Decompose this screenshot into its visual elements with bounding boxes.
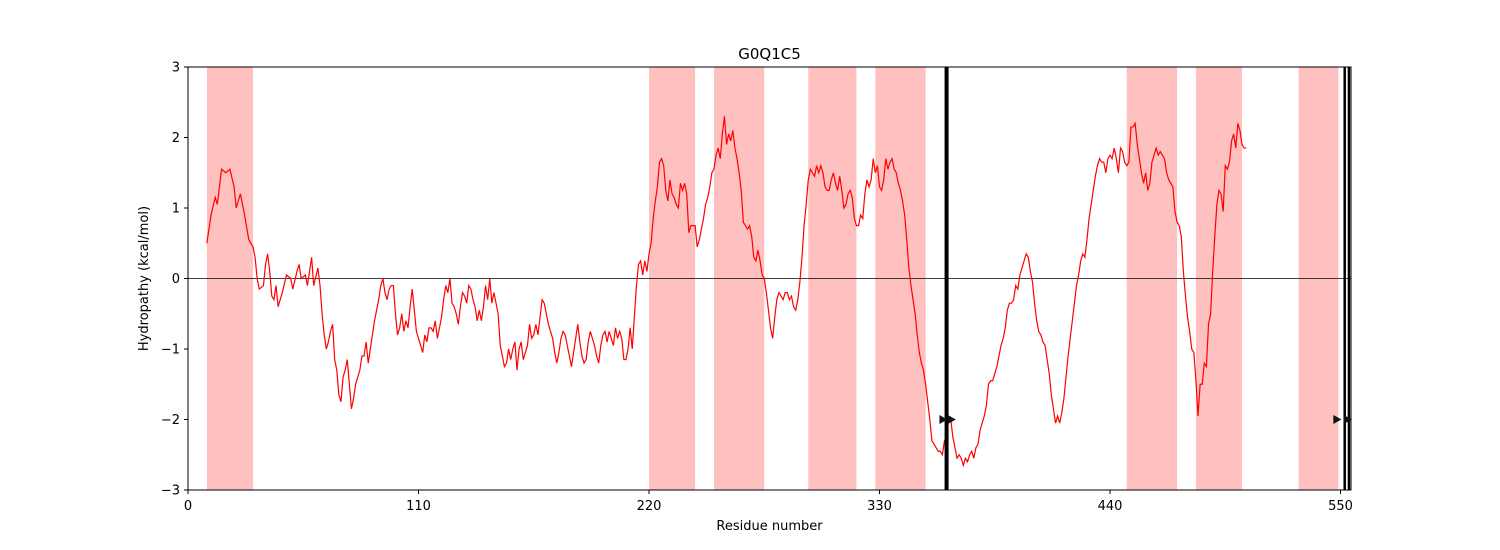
- y-tick-label: 3: [172, 61, 180, 76]
- y-axis-ticks: −3 −2 −1 0 1 2 3: [161, 61, 188, 499]
- x-tick-label: 550: [1328, 499, 1353, 514]
- hydropathy-series-line: [206, 116, 1247, 468]
- x-axis-ticks: 0 110 220 330 440 550: [184, 490, 1353, 514]
- y-tick-label: −2: [161, 413, 180, 428]
- chart-title: G0Q1C5: [738, 45, 801, 63]
- y-axis-label: Hydropathy (kcal/mol): [137, 206, 152, 351]
- arrow-markers: [939, 415, 1352, 424]
- y-tick-label: 1: [172, 202, 180, 217]
- arrow-marker-1: [947, 415, 956, 424]
- x-axis-label: Residue number: [716, 519, 823, 534]
- x-tick-label: 330: [867, 499, 892, 514]
- x-tick-label: 220: [637, 499, 662, 514]
- x-tick-label: 110: [406, 499, 431, 514]
- y-tick-label: 2: [172, 131, 180, 146]
- y-tick-label: −3: [161, 484, 180, 499]
- arrow-marker-0: [939, 415, 948, 424]
- arrow-marker-3: [1343, 415, 1352, 424]
- y-tick-label: 0: [172, 272, 180, 287]
- y-tick-label: −1: [161, 343, 180, 358]
- x-tick-label: 0: [184, 499, 192, 514]
- arrow-marker-2: [1333, 415, 1342, 424]
- x-tick-label: 440: [1098, 499, 1123, 514]
